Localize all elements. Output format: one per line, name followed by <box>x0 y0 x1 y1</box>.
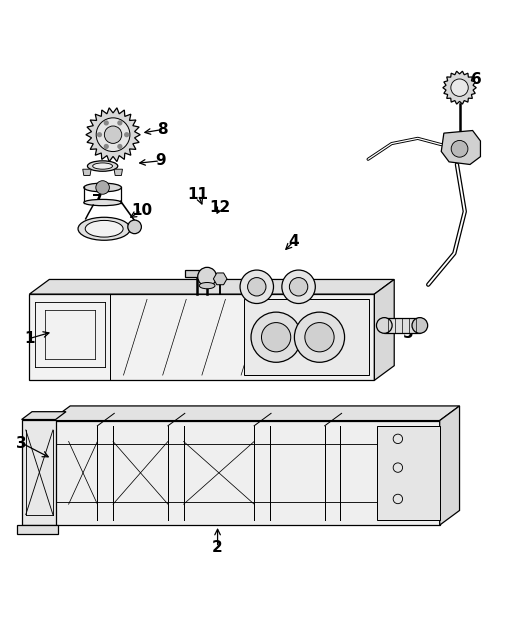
Text: 3: 3 <box>16 435 27 450</box>
Ellipse shape <box>199 282 215 289</box>
Circle shape <box>124 132 129 137</box>
Text: 11: 11 <box>188 187 209 202</box>
Circle shape <box>96 181 110 194</box>
Circle shape <box>97 132 102 137</box>
Circle shape <box>117 120 123 125</box>
Polygon shape <box>86 108 140 162</box>
Polygon shape <box>443 71 476 104</box>
Circle shape <box>305 323 334 352</box>
Polygon shape <box>185 270 208 277</box>
Text: 1: 1 <box>24 331 35 346</box>
Text: 5: 5 <box>403 326 413 341</box>
Polygon shape <box>50 421 440 525</box>
Text: 2: 2 <box>212 540 223 555</box>
Circle shape <box>451 79 468 96</box>
Polygon shape <box>17 525 58 534</box>
Circle shape <box>261 323 291 352</box>
Circle shape <box>289 278 308 296</box>
Text: 7: 7 <box>92 193 103 209</box>
Polygon shape <box>50 406 460 421</box>
Polygon shape <box>377 426 440 520</box>
Polygon shape <box>440 406 460 525</box>
Circle shape <box>294 312 345 362</box>
Polygon shape <box>29 280 394 294</box>
Ellipse shape <box>88 161 118 171</box>
Polygon shape <box>83 169 91 176</box>
Polygon shape <box>244 299 369 375</box>
Polygon shape <box>21 420 56 525</box>
Ellipse shape <box>412 318 428 333</box>
Polygon shape <box>114 169 123 176</box>
Circle shape <box>198 267 216 286</box>
Ellipse shape <box>376 318 392 333</box>
Polygon shape <box>374 280 394 381</box>
Circle shape <box>282 270 315 304</box>
Text: 9: 9 <box>155 153 166 168</box>
Ellipse shape <box>78 217 130 240</box>
Ellipse shape <box>93 163 113 169</box>
Circle shape <box>240 270 274 304</box>
Polygon shape <box>441 130 481 164</box>
Circle shape <box>117 144 123 149</box>
Ellipse shape <box>84 200 122 205</box>
Circle shape <box>247 278 266 296</box>
Text: 12: 12 <box>210 200 231 215</box>
Polygon shape <box>21 411 66 420</box>
Circle shape <box>104 126 122 144</box>
Ellipse shape <box>84 183 122 192</box>
Text: 8: 8 <box>157 122 168 137</box>
FancyBboxPatch shape <box>384 318 420 333</box>
Circle shape <box>104 144 109 149</box>
Circle shape <box>128 220 141 234</box>
Text: 6: 6 <box>471 72 482 88</box>
Ellipse shape <box>85 220 123 237</box>
Text: 10: 10 <box>131 203 152 218</box>
Circle shape <box>96 118 130 152</box>
Polygon shape <box>213 273 227 285</box>
Circle shape <box>251 312 301 362</box>
Circle shape <box>451 140 468 157</box>
Polygon shape <box>29 294 374 381</box>
Text: 4: 4 <box>288 234 299 249</box>
Circle shape <box>104 120 109 125</box>
